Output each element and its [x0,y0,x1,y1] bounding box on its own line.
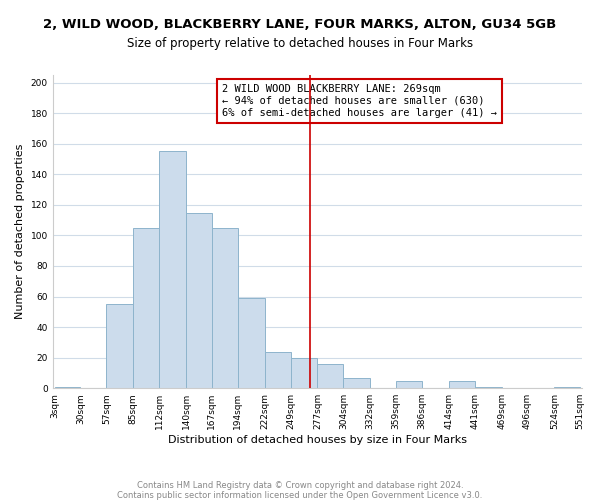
Bar [106,304,133,388]
Bar [133,228,159,388]
Bar [212,228,238,388]
Bar [449,380,475,388]
Bar [475,386,502,388]
X-axis label: Distribution of detached houses by size in Four Marks: Distribution of detached houses by size … [168,435,467,445]
Text: Contains HM Land Registry data © Crown copyright and database right 2024.: Contains HM Land Registry data © Crown c… [137,481,463,490]
Bar [186,212,212,388]
Text: 2 WILD WOOD BLACKBERRY LANE: 269sqm
← 94% of detached houses are smaller (630)
6: 2 WILD WOOD BLACKBERRY LANE: 269sqm ← 94… [222,84,497,117]
Text: Contains public sector information licensed under the Open Government Licence v3: Contains public sector information licen… [118,491,482,500]
Bar [159,152,186,388]
Bar [396,380,422,388]
Y-axis label: Number of detached properties: Number of detached properties [15,144,25,320]
Text: 2, WILD WOOD, BLACKBERRY LANE, FOUR MARKS, ALTON, GU34 5GB: 2, WILD WOOD, BLACKBERRY LANE, FOUR MARK… [43,18,557,30]
Bar [265,352,290,388]
Bar [55,386,80,388]
Bar [238,298,265,388]
Bar [554,386,580,388]
Text: Size of property relative to detached houses in Four Marks: Size of property relative to detached ho… [127,38,473,51]
Bar [317,364,343,388]
Bar [290,358,317,388]
Bar [343,378,370,388]
